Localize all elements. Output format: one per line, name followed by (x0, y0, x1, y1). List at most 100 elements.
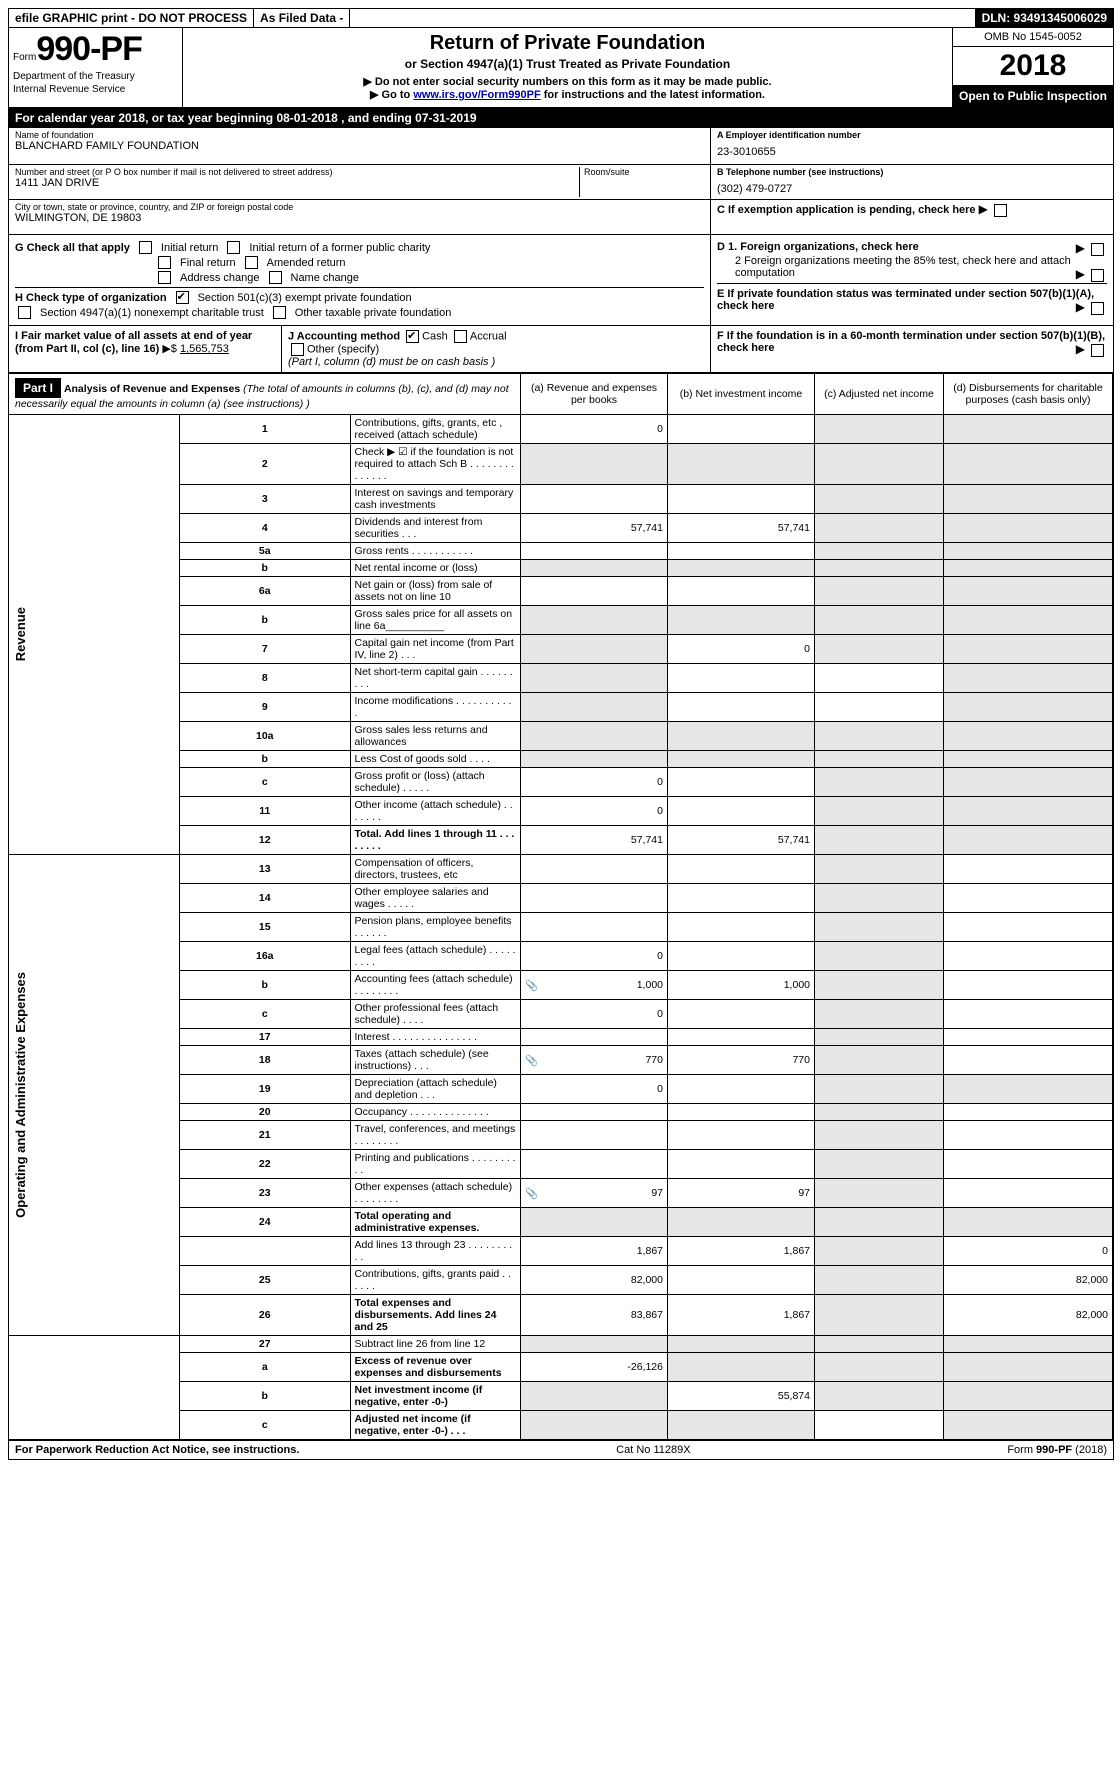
address-label: Number and street (or P O box number if … (15, 167, 579, 177)
line-number: 25 (180, 1266, 351, 1295)
amount-cell (944, 1104, 1113, 1121)
amount-cell (944, 826, 1113, 855)
form-number: 990-PF (36, 30, 142, 68)
amount-cell (668, 751, 815, 768)
tax-year: 2018 (953, 47, 1113, 85)
d1-checkbox[interactable] (1091, 243, 1104, 256)
amount-cell: 82,000 (521, 1266, 668, 1295)
amount-cell (944, 1336, 1113, 1353)
line-number: 24 (180, 1208, 351, 1237)
amount-cell (815, 1046, 944, 1075)
amount-cell (815, 971, 944, 1000)
amount-cell (668, 1411, 815, 1440)
j-accrual-checkbox[interactable] (454, 330, 467, 343)
line-description: Contributions, gifts, grants paid . . . … (350, 1266, 521, 1295)
amount-cell (815, 693, 944, 722)
amount-cell (815, 1104, 944, 1121)
amount-cell (815, 577, 944, 606)
f-checkbox[interactable] (1091, 344, 1104, 357)
g-opt-0: Initial return (161, 242, 218, 254)
amount-cell (815, 635, 944, 664)
j-accrual: Accrual (470, 330, 507, 342)
g-opt-5: Name change (291, 272, 360, 284)
amount-cell (668, 1208, 815, 1237)
irs-link[interactable]: www.irs.gov/Form990PF (413, 89, 540, 101)
table-row: Operating and Administrative Expenses13C… (9, 855, 1113, 884)
g-final-return-checkbox[interactable] (158, 256, 171, 269)
line-description: Pension plans, employee benefits . . . .… (350, 913, 521, 942)
amount-cell: 0 (521, 1075, 668, 1104)
line-number: 13 (180, 855, 351, 884)
ssn-warning: ▶ Do not enter social security numbers o… (189, 75, 946, 88)
line-description: Net short-term capital gain . . . . . . … (350, 664, 521, 693)
e-checkbox[interactable] (1091, 302, 1104, 315)
attachment-icon[interactable]: 📎 (525, 1054, 538, 1067)
line-number: 23 (180, 1179, 351, 1208)
arrow-icon: ▶ (1076, 342, 1085, 356)
amount-cell (815, 942, 944, 971)
amount-cell (521, 1029, 668, 1046)
g-initial-return-checkbox[interactable] (139, 241, 152, 254)
line-number: 5a (180, 543, 351, 560)
amount-cell (521, 664, 668, 693)
amount-cell (668, 485, 815, 514)
line-description: Dividends and interest from securities .… (350, 514, 521, 543)
d2-checkbox[interactable] (1091, 269, 1104, 282)
col-a-header: (a) Revenue and expenses per books (521, 374, 668, 415)
g-name-change-checkbox[interactable] (269, 271, 282, 284)
city-value: WILMINGTON, DE 19803 (15, 212, 704, 224)
amount-cell (944, 415, 1113, 444)
amount-cell (668, 606, 815, 635)
line-description: Travel, conferences, and meetings . . . … (350, 1121, 521, 1150)
line-number: 1 (180, 415, 351, 444)
amount-cell (668, 1353, 815, 1382)
amount-cell (521, 1382, 668, 1411)
line-description: Gross sales price for all assets on line… (350, 606, 521, 635)
c-exemption-checkbox[interactable] (994, 204, 1007, 217)
amount-cell (815, 444, 944, 485)
as-filed-label: As Filed Data - (254, 9, 350, 27)
amount-cell (944, 1075, 1113, 1104)
line-number: b (180, 751, 351, 768)
g-address-change-checkbox[interactable] (158, 271, 171, 284)
line-description: Adjusted net income (if negative, enter … (350, 1411, 521, 1440)
ghi-def-block: G Check all that apply Initial return In… (9, 235, 1113, 326)
line-number: 21 (180, 1121, 351, 1150)
line-description: Subtract line 26 from line 12 (350, 1336, 521, 1353)
line-description: Occupancy . . . . . . . . . . . . . . (350, 1104, 521, 1121)
line-description: Total. Add lines 1 through 11 . . . . . … (350, 826, 521, 855)
amount-cell (668, 693, 815, 722)
amount-cell: 1,867 (668, 1295, 815, 1336)
address-value: 1411 JAN DRIVE (15, 177, 579, 189)
amount-cell (668, 415, 815, 444)
efile-label: efile GRAPHIC print - DO NOT PROCESS (9, 9, 254, 27)
i-fmv-value: 1,565,753 (180, 343, 229, 355)
h-501c3-checkbox[interactable] (176, 291, 189, 304)
j-other-checkbox[interactable] (291, 343, 304, 356)
amount-cell (815, 664, 944, 693)
f-label: F If the foundation is in a 60-month ter… (717, 330, 1105, 354)
attachment-icon[interactable]: 📎 (525, 1187, 538, 1200)
amount-cell (521, 693, 668, 722)
g-initial-former-checkbox[interactable] (227, 241, 240, 254)
amount-cell (815, 1150, 944, 1179)
line-description: Other income (attach schedule) . . . . .… (350, 797, 521, 826)
line-description: Net rental income or (loss) (350, 560, 521, 577)
amount-cell (944, 664, 1113, 693)
g-opt-2: Final return (180, 257, 236, 269)
c-exemption-label: C If exemption application is pending, c… (717, 204, 976, 216)
h-4947-checkbox[interactable] (18, 306, 31, 319)
g-amended-return-checkbox[interactable] (245, 256, 258, 269)
foundation-name-label: Name of foundation (15, 130, 704, 140)
amount-cell (815, 514, 944, 543)
form-year-block: OMB No 1545-0052 2018 Open to Public Ins… (952, 28, 1113, 107)
h-other-taxable-checkbox[interactable] (273, 306, 286, 319)
attachment-icon[interactable]: 📎 (525, 979, 538, 992)
amount-cell (944, 768, 1113, 797)
amount-cell (815, 1029, 944, 1046)
j-note: (Part I, column (d) must be on cash basi… (288, 356, 704, 368)
j-cash-checkbox[interactable] (406, 330, 419, 343)
line-description: Net investment income (if negative, ente… (350, 1382, 521, 1411)
form-title-block: Return of Private Foundation or Section … (183, 28, 952, 107)
h-label: H Check type of organization (15, 292, 167, 304)
